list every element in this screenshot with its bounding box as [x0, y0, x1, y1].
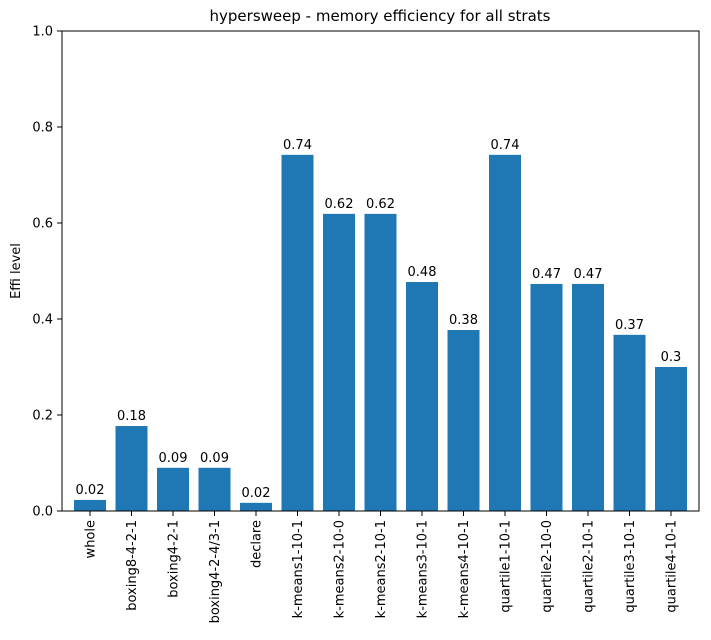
bar-data-label-6: 0.62 [325, 197, 354, 212]
bar-data-label-13: 0.37 [615, 318, 644, 333]
x-tick-label-5: k-means1-10-1 [291, 520, 306, 618]
y-tick-label-1: 0.2 [32, 409, 53, 424]
bar-6 [323, 213, 355, 511]
x-tick-label-14: quartile4-10-1 [665, 520, 680, 613]
x-tick-label-13: quartile3-10-1 [623, 520, 638, 613]
x-tick-label-10: quartile1-10-1 [499, 520, 514, 613]
y-axis-label: Effi level [9, 243, 24, 299]
bar-data-label-5: 0.74 [283, 138, 312, 153]
bar-3 [198, 467, 231, 511]
bar-data-label-12: 0.47 [574, 267, 603, 282]
bar-11 [530, 283, 563, 511]
bar-2 [157, 467, 189, 511]
bar-data-label-14: 0.3 [661, 350, 682, 365]
bar-data-label-2: 0.09 [159, 451, 188, 466]
bar-data-label-10: 0.74 [491, 138, 520, 153]
bar-data-label-8: 0.48 [408, 265, 437, 280]
x-tick-label-11: quartile2-10-0 [540, 520, 555, 613]
bar-0 [74, 499, 106, 511]
bar-12 [572, 283, 604, 511]
x-tick-label-6: k-means2-10-0 [333, 520, 348, 618]
bar-data-label-0: 0.02 [76, 483, 105, 498]
y-tick-label-2: 0.4 [32, 313, 53, 328]
x-tick-label-9: k-means4-10-1 [457, 520, 472, 618]
bar-10 [489, 154, 521, 511]
y-tick-label-5: 1.0 [32, 25, 53, 40]
bar-data-label-1: 0.18 [117, 409, 146, 424]
x-tick-label-3: boxing4-2-4/3-1 [208, 520, 223, 623]
bar-data-label-7: 0.62 [366, 197, 395, 212]
bar-9 [447, 330, 480, 511]
bar-8 [406, 282, 438, 511]
plot-frame [61, 30, 700, 512]
y-tick-label-3: 0.6 [32, 217, 53, 232]
x-tick-label-12: quartile2-10-1 [582, 520, 597, 613]
bar-data-label-3: 0.09 [200, 451, 229, 466]
bar-data-label-11: 0.47 [532, 267, 561, 282]
x-tick-label-4: declare [250, 520, 265, 568]
bars-group [74, 154, 687, 511]
chart-title: hypersweep - memory efficiency for all s… [210, 7, 551, 25]
bar-7 [364, 213, 397, 511]
bar-data-label-9: 0.38 [449, 313, 478, 328]
y-tick-label-0: 0.0 [32, 505, 53, 520]
x-axis: whole boxing8-4-2-1 boxing4-2-1 boxing4-2-4… [84, 511, 680, 623]
bar-4 [240, 502, 272, 511]
bar-data-label-4: 0.02 [242, 486, 271, 501]
y-axis: 0.0 0.2 0.4 0.6 0.8 1.0 [32, 25, 62, 520]
bar-5 [281, 154, 314, 511]
x-tick-label-0: whole [84, 520, 99, 558]
y-tick-label-4: 0.8 [32, 121, 53, 136]
x-tick-label-2: boxing4-2-1 [167, 520, 182, 598]
bar-14 [655, 367, 687, 511]
bar-13 [613, 334, 646, 511]
bar-1 [115, 426, 148, 511]
x-tick-label-1: boxing8-4-2-1 [125, 520, 140, 611]
x-tick-label-8: k-means3-10-1 [416, 520, 431, 618]
x-tick-label-7: k-means2-10-1 [374, 520, 389, 618]
bar-data-labels-group: 0.02 0.18 0.09 0.09 0.02 0.74 0.62 0.62 0.48 0.38… [76, 138, 682, 501]
